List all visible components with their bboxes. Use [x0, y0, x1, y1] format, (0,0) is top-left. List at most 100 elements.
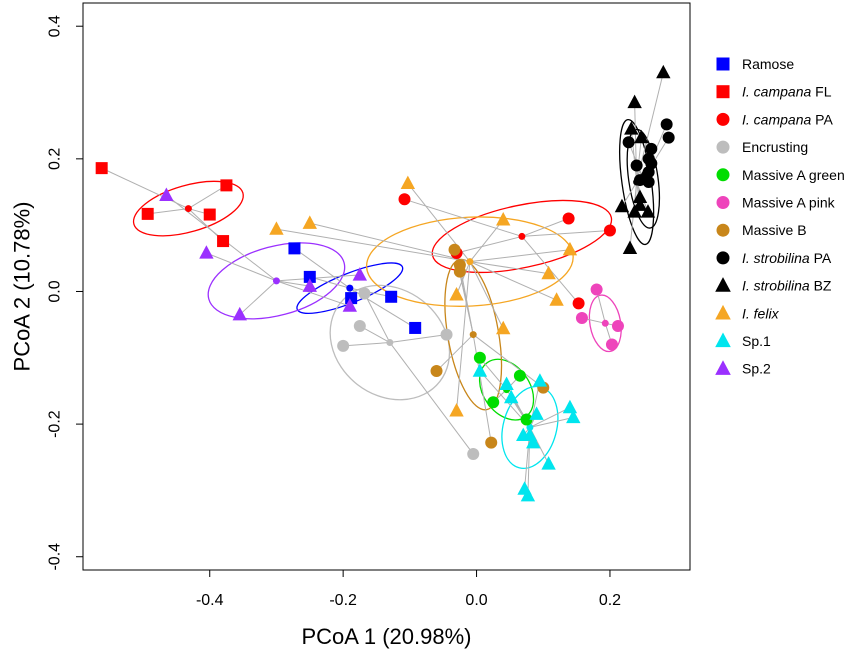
legend-marker-sp-2: [715, 360, 731, 375]
spoke-i-felix: [309, 222, 470, 263]
point-sp-2: [199, 245, 214, 259]
point-massive-a-pink: [590, 283, 603, 296]
point-i-felix: [269, 221, 284, 235]
centroid-i-campana-fl: [184, 205, 192, 213]
point-massive-b: [485, 436, 498, 449]
legend-marker-i-strobilina-bz: [715, 277, 731, 292]
legend-marker-encrusting: [716, 140, 730, 154]
centroid-massive-a-pink: [601, 319, 609, 327]
legend-marker-massive-a-pink: [716, 196, 730, 209]
spoke-i-campana-pa: [521, 229, 610, 237]
legend-label-main: Sp.2: [742, 361, 771, 377]
point-i-campana-fl: [203, 208, 216, 221]
ellipse-i-campana-fl: [132, 180, 244, 237]
point-ramose: [303, 270, 316, 283]
point-sp-2: [232, 306, 247, 321]
point-i-strobilina-pa: [622, 136, 635, 149]
spoke-massive-b: [472, 334, 492, 443]
point-massive-a-green: [487, 396, 500, 409]
centroid-massive-b: [469, 331, 477, 339]
legend-label-main: Massive A pink: [742, 195, 836, 211]
centroid-ramose: [346, 284, 354, 292]
point-i-strobilina-bz: [627, 204, 642, 218]
point-i-strobilina-bz: [640, 204, 656, 218]
spoke-encrusting: [343, 342, 390, 347]
spoke-i-campana-pa: [521, 218, 569, 237]
legend-label-main: Sp.1: [742, 333, 771, 349]
legend-label-i-felix: I. felix: [742, 305, 780, 321]
point-encrusting: [353, 319, 366, 332]
legend-marker-sp-1: [715, 332, 731, 348]
spoke-i-campana-fl: [101, 167, 189, 210]
legend-label-suffix: PA: [811, 111, 833, 127]
point-sp-1: [562, 399, 578, 414]
point-i-campana-pa: [398, 193, 411, 206]
point-i-strobilina-bz: [656, 64, 671, 79]
spoke-i-felix: [469, 261, 504, 329]
point-i-strobilina-bz: [637, 167, 652, 182]
spoke-i-felix: [276, 228, 470, 263]
point-sp-1: [499, 376, 514, 390]
point-ramose: [385, 290, 398, 303]
point-sp-2: [159, 187, 174, 201]
legend-marker-massive-a-green: [716, 168, 730, 182]
legend-label-main: I. campana: [742, 111, 811, 127]
legend-marker-massive-b: [716, 223, 730, 237]
ellipse-i-strobilina-pa: [626, 128, 661, 229]
x-tick-label: -0.2: [329, 592, 357, 609]
point-sp-1: [504, 389, 519, 404]
point-i-felix: [496, 320, 511, 335]
legend-marker-i-campana-fl: [716, 85, 730, 99]
point-i-campana-fl: [141, 207, 154, 220]
point-i-strobilina-pa: [630, 159, 643, 172]
spoke-sp-1: [529, 416, 574, 428]
legend-marker-i-strobilina-pa: [716, 251, 730, 265]
legend-label-massive-a-green: Massive A green: [742, 167, 845, 183]
legend-label-suffix: FL: [811, 84, 831, 100]
point-i-felix: [496, 212, 511, 226]
centroid-encrusting: [386, 339, 394, 347]
spoke-i-felix: [469, 261, 549, 275]
point-massive-b: [430, 365, 443, 378]
legend-label-main: Ramose: [742, 56, 794, 72]
point-i-strobilina-pa: [662, 131, 675, 144]
centroid-i-felix: [466, 258, 474, 266]
spoke-massive-b: [472, 334, 544, 389]
centroid-i-campana-pa: [518, 232, 526, 240]
legend-label-main: Encrusting: [742, 139, 808, 155]
spoke-encrusting: [389, 334, 447, 344]
spoke-sp-2: [276, 274, 360, 282]
point-massive-a-pink: [605, 338, 618, 351]
point-ramose: [288, 242, 301, 255]
point-i-campana-pa: [572, 297, 585, 310]
points-layer: [95, 64, 675, 502]
x-tick-label: 0.0: [465, 592, 487, 609]
spoke-i-campana-fl: [188, 184, 227, 210]
y-tick-label: -0.4: [47, 543, 64, 571]
point-massive-a-pink: [575, 312, 588, 324]
legend-label-main: Massive B: [742, 222, 807, 238]
spoke-massive-a-green: [479, 357, 507, 390]
spoke-i-campana-pa: [456, 235, 523, 254]
point-encrusting: [440, 328, 453, 341]
plot-frame: [82, 2, 691, 571]
spoke-i-felix: [469, 219, 504, 262]
spoke-ramose: [309, 276, 350, 289]
spoke-i-campana-pa: [404, 198, 523, 237]
legend-label-ramose: Ramose: [742, 56, 794, 72]
point-i-strobilina-bz: [632, 189, 648, 203]
point-i-campana-fl: [220, 179, 233, 192]
point-sp-2: [302, 278, 317, 292]
point-i-felix: [562, 241, 578, 256]
legend-marker-i-campana-pa: [716, 112, 730, 126]
legend-label-massive-b: Massive B: [742, 222, 807, 238]
legend-marker-ramose: [716, 57, 730, 71]
point-i-campana-pa: [603, 224, 616, 237]
y-tick-label: 0.0: [47, 280, 64, 302]
spoke-encrusting: [389, 342, 474, 455]
point-encrusting: [467, 447, 480, 460]
legend-label-sp-2: Sp.2: [742, 361, 771, 377]
